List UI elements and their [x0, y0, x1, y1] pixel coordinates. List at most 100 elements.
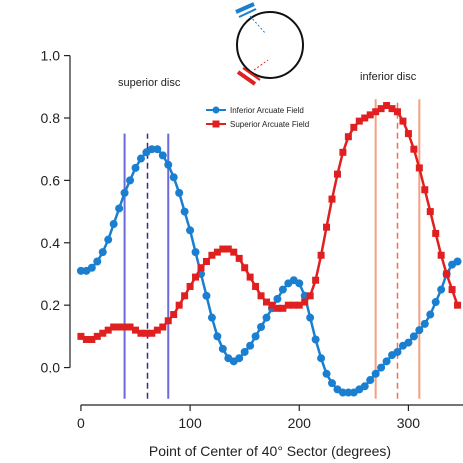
data-point-inferior: [246, 341, 255, 350]
data-point-inferior: [186, 226, 195, 235]
annotation-superior-disc: superior disc: [118, 77, 181, 89]
data-point-inferior: [306, 313, 315, 322]
data-point-inferior: [164, 160, 173, 169]
data-point-superior: [88, 335, 96, 343]
x-tick-label: 200: [288, 415, 312, 431]
data-point-inferior: [207, 313, 216, 322]
data-point-superior: [339, 148, 347, 156]
data-point-superior: [99, 329, 107, 337]
data-point-inferior: [120, 188, 129, 197]
data-point-superior: [170, 311, 178, 319]
data-point-superior: [317, 251, 325, 259]
data-point-superior: [153, 326, 161, 334]
inset-diagram: [235, 2, 304, 86]
data-point-superior: [126, 323, 134, 331]
legend: Inferior Arcuate Field Superior Arcuate …: [206, 106, 309, 129]
data-point-inferior: [377, 363, 386, 372]
data-point-superior: [252, 282, 260, 290]
data-point-superior: [241, 264, 249, 272]
data-point-superior: [268, 301, 276, 309]
data-point-inferior: [278, 285, 287, 294]
data-point-superior: [415, 164, 423, 172]
data-point-inferior: [273, 294, 282, 303]
data-point-inferior: [109, 220, 118, 229]
data-point-superior: [284, 301, 292, 309]
data-point-inferior: [240, 347, 249, 356]
data-point-inferior: [453, 257, 462, 266]
y-tick-label: 0.2: [41, 297, 61, 313]
data-point-superior: [263, 298, 270, 306]
data-point-superior: [333, 170, 341, 178]
legend-label-superior: Superior Arcuate Field: [230, 120, 309, 129]
data-point-inferior: [191, 248, 200, 257]
data-point-superior: [192, 273, 200, 281]
data-point-superior: [312, 276, 320, 284]
legend-marker-inferior: [212, 106, 220, 114]
data-point-inferior: [393, 347, 402, 356]
data-point-inferior: [202, 291, 211, 300]
data-point-inferior: [131, 163, 140, 172]
data-point-superior: [186, 282, 194, 290]
data-point-superior: [273, 304, 281, 312]
data-point-superior: [399, 117, 407, 125]
data-point-superior: [164, 317, 172, 325]
data-point-inferior: [322, 369, 331, 378]
data-point-superior: [350, 123, 358, 131]
data-point-superior: [159, 323, 167, 331]
x-tick-label: 100: [178, 415, 202, 431]
data-point-superior: [132, 326, 139, 334]
reference-lines: [123, 99, 421, 399]
data-point-superior: [115, 323, 123, 331]
data-point-inferior: [431, 298, 440, 307]
data-point-inferior: [328, 379, 336, 388]
data-point-inferior: [98, 248, 107, 257]
data-point-superior: [230, 248, 238, 256]
data-point-superior: [410, 145, 418, 153]
data-point-inferior: [409, 332, 418, 341]
data-point-inferior: [437, 285, 446, 294]
data-point-superior: [306, 292, 314, 300]
data-point-superior: [421, 186, 429, 194]
data-point-superior: [448, 286, 456, 294]
data-point-inferior: [311, 335, 320, 344]
data-point-inferior: [93, 257, 102, 266]
y-tick-label: 0.4: [41, 235, 61, 251]
data-point-inferior: [415, 326, 424, 335]
data-point-inferior: [366, 376, 375, 385]
series-line-inferior: [80, 147, 459, 394]
legend-label-inferior: Inferior Arcuate Field: [230, 106, 304, 115]
axes: 0.0 0.2 0.4 0.6 0.8 1.0 0 100 200 300: [41, 48, 463, 431]
data-point-inferior: [371, 369, 380, 378]
data-point-superior: [355, 117, 363, 125]
data-point-superior: [377, 105, 385, 113]
data-point-inferior: [295, 279, 304, 288]
series-group: [76, 102, 462, 397]
data-point-inferior: [180, 207, 189, 216]
data-point-superior: [295, 301, 303, 309]
data-point-inferior: [104, 235, 113, 244]
x-axis-title: Point of Center of 40° Sector (degrees): [149, 443, 391, 459]
data-point-superior: [432, 229, 440, 237]
data-point-superior: [197, 264, 205, 272]
data-point-superior: [175, 301, 183, 309]
data-point-superior: [388, 105, 396, 113]
data-point-superior: [290, 301, 298, 309]
data-point-inferior: [382, 357, 391, 366]
data-point-superior: [142, 329, 150, 337]
data-point-superior: [82, 335, 90, 343]
data-point-inferior: [257, 323, 266, 332]
data-point-superior: [328, 195, 336, 203]
data-point-inferior: [235, 354, 244, 363]
data-point-superior: [301, 298, 309, 306]
data-point-superior: [279, 304, 287, 312]
data-point-superior: [246, 273, 254, 281]
data-point-superior: [361, 114, 369, 122]
data-point-inferior: [158, 151, 167, 160]
data-point-superior: [404, 130, 412, 138]
data-point-superior: [443, 270, 451, 278]
inset-red-sector: [236, 59, 269, 86]
data-point-superior: [202, 257, 210, 265]
data-point-inferior: [426, 310, 435, 319]
data-point-inferior: [126, 176, 135, 185]
